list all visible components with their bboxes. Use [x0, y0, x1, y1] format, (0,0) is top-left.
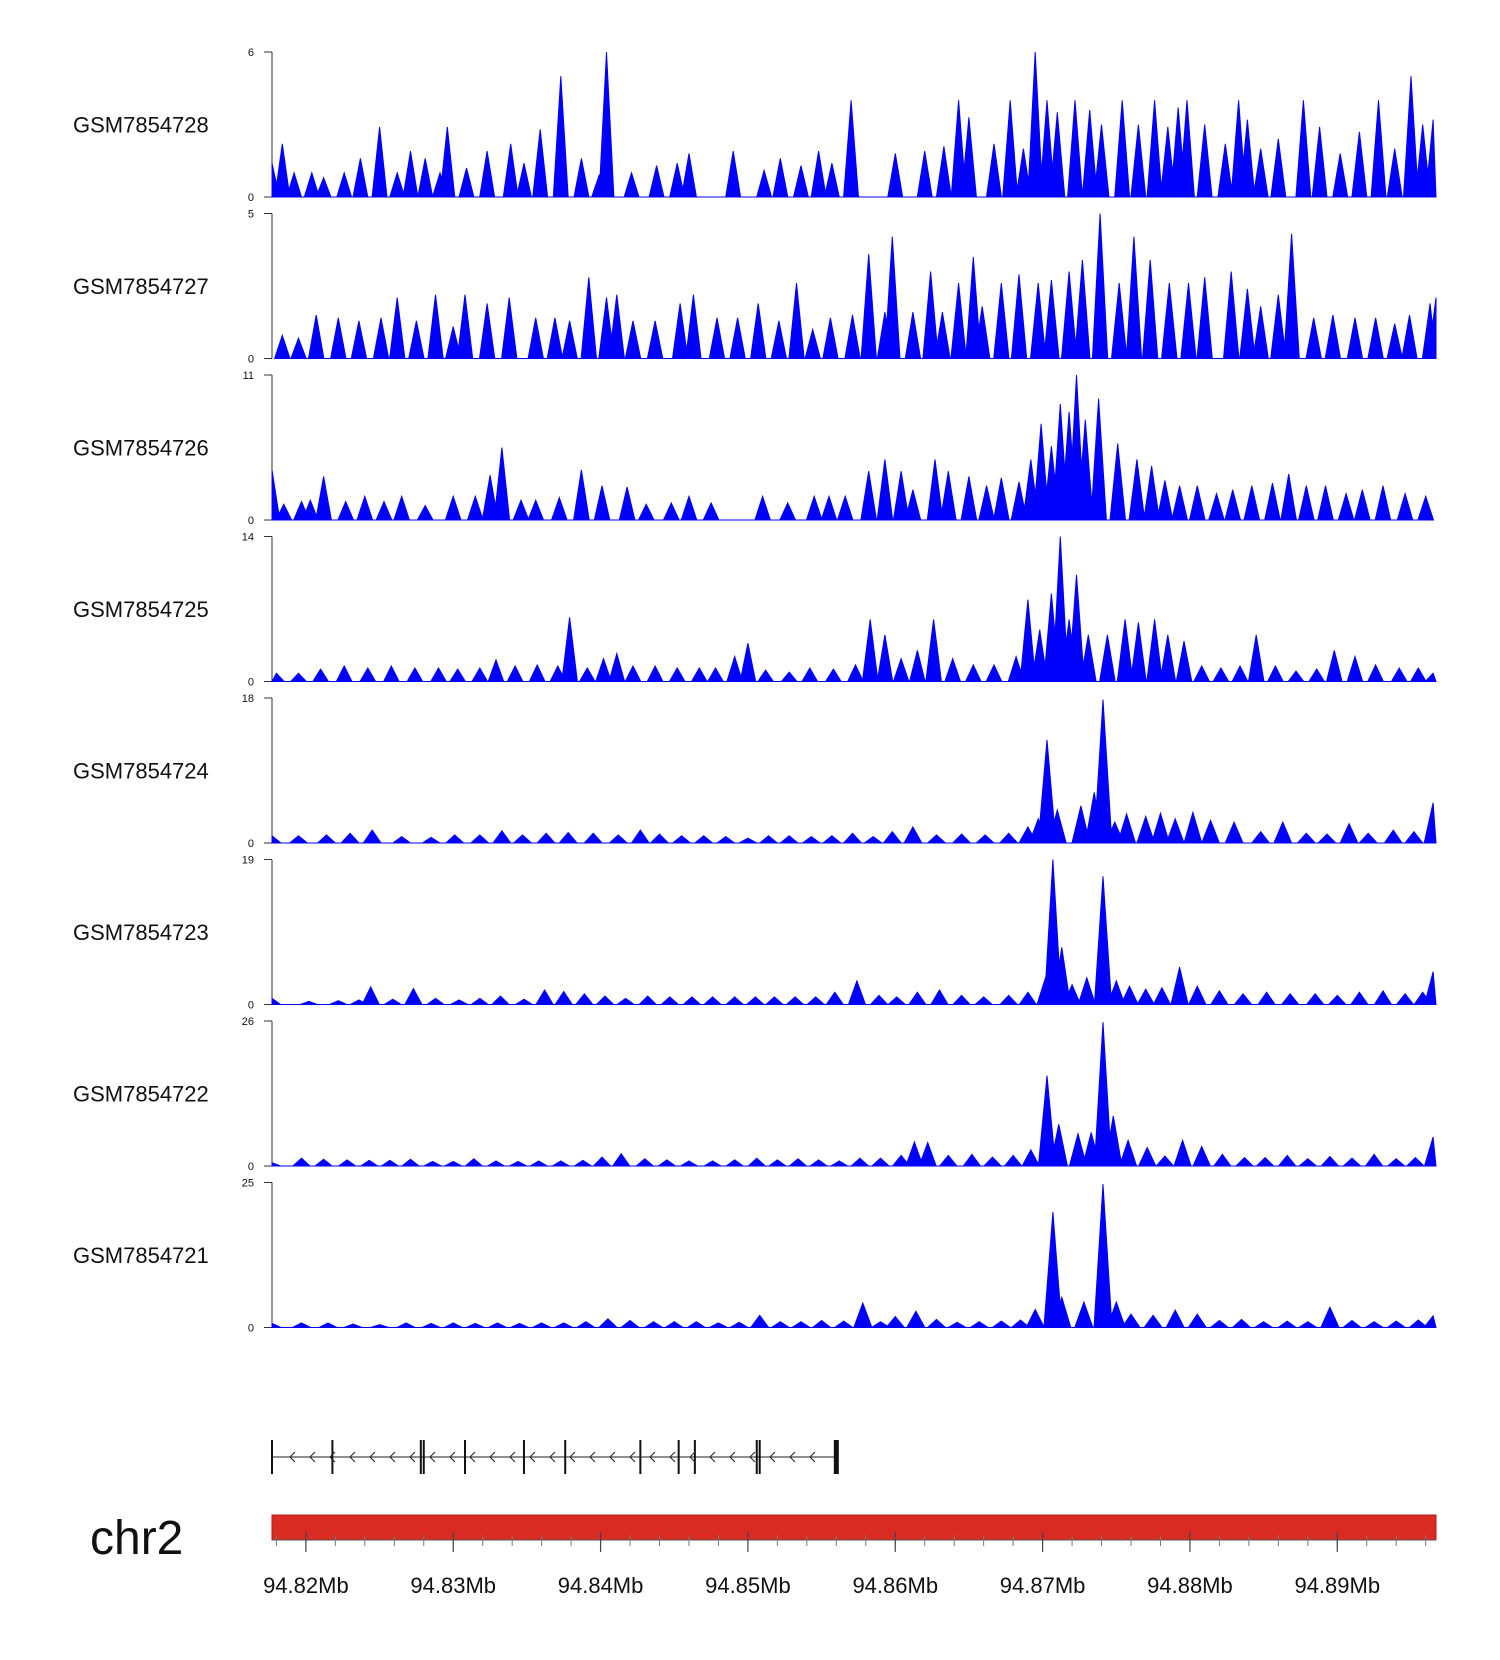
strand-arrow-icon	[769, 1451, 776, 1463]
x-tick-label: 94.82Mb	[263, 1573, 349, 1598]
gene-exon	[564, 1440, 567, 1474]
track-label: GSM7854726	[73, 436, 209, 461]
strand-arrow-icon	[629, 1451, 636, 1463]
y-tick-label-min: 0	[248, 1161, 254, 1173]
track-label: GSM7854721	[73, 1243, 209, 1268]
signal-area	[271, 1022, 1437, 1167]
x-tick-label: 94.83Mb	[410, 1573, 496, 1598]
y-tick-label-min: 0	[248, 192, 254, 204]
strand-arrow-icon	[749, 1451, 756, 1463]
strand-arrow-icon	[649, 1451, 656, 1463]
genomic-axis: 94.82Mb 94.83Mb 94.84Mb 94.85Mb 94.86Mb 94.87…	[263, 1532, 1436, 1598]
y-tick-label-max: 6	[248, 47, 254, 59]
signal-tracks: GSM785472860GSM785472750GSM7854726110GSM…	[73, 47, 1437, 1335]
strand-arrow-icon	[609, 1451, 616, 1463]
x-tick-label: 94.87Mb	[1000, 1573, 1086, 1598]
signal-area	[271, 859, 1437, 1005]
strand-arrow-icon	[569, 1451, 576, 1463]
signal-area	[273, 213, 1437, 359]
gene-model	[271, 1440, 839, 1474]
track-GSM7854726: GSM7854726 11 0	[73, 370, 1435, 527]
track-label: GSM7854725	[73, 597, 209, 622]
x-tick-label: 94.85Mb	[705, 1573, 791, 1598]
track-GSM7854722: GSM7854722 26 0	[73, 1016, 1437, 1173]
strand-arrow-icon	[349, 1451, 356, 1463]
strand-arrow-icon	[709, 1451, 716, 1463]
gene-exon	[522, 1440, 525, 1474]
track-GSM7854725: GSM7854725 14 0	[73, 532, 1437, 689]
strand-arrow-icon	[409, 1451, 416, 1463]
gene-exon	[419, 1440, 422, 1474]
x-tick-label: 94.89Mb	[1294, 1573, 1380, 1598]
track-GSM7854727: GSM7854727 5 0	[73, 209, 1437, 366]
strand-arrow-icon	[589, 1451, 596, 1463]
gene-exon	[639, 1440, 642, 1474]
strand-arrow-icon	[369, 1451, 376, 1463]
strand-arrow-icon	[489, 1451, 496, 1463]
strand-arrow-icon	[809, 1451, 816, 1463]
strand-arrow-icon	[309, 1451, 316, 1463]
track-label: GSM7854727	[73, 274, 209, 299]
chromosome-label: chr2	[90, 1512, 183, 1565]
track-label: GSM7854722	[73, 1082, 209, 1107]
y-tick-label-max: 14	[242, 532, 254, 544]
y-tick-label-min: 0	[248, 1000, 254, 1012]
gene-exon	[422, 1440, 425, 1474]
track-GSM7854724: GSM7854724 18 0	[73, 693, 1437, 850]
y-tick-label-max: 19	[242, 855, 254, 867]
gene-exon	[755, 1440, 758, 1474]
y-tick-label-max: 26	[242, 1016, 254, 1028]
track-label: GSM7854724	[73, 759, 209, 784]
y-tick-label-min: 0	[248, 677, 254, 689]
strand-arrow-icon	[329, 1451, 336, 1463]
signal-area	[271, 374, 1435, 521]
y-tick-label-max: 11	[243, 370, 254, 382]
track-GSM7854723: GSM7854723 19 0	[73, 855, 1437, 1012]
signal-area	[271, 699, 1437, 844]
strand-arrow-icon	[549, 1451, 556, 1463]
strand-arrow-icon	[689, 1451, 696, 1463]
x-tick-label: 94.88Mb	[1147, 1573, 1233, 1598]
signal-area	[271, 536, 1437, 682]
gene-exon	[693, 1440, 696, 1474]
y-tick-label-min: 0	[248, 1323, 254, 1335]
strand-arrow-icon	[289, 1451, 296, 1463]
y-tick-label-min: 0	[248, 838, 254, 850]
strand-arrow-icon	[509, 1451, 516, 1463]
track-GSM7854728: GSM7854728 6 0	[73, 47, 1437, 204]
gene-exon	[464, 1440, 467, 1474]
x-tick-label: 94.86Mb	[852, 1573, 938, 1598]
strand-arrow-icon	[449, 1451, 456, 1463]
gene-exon	[833, 1440, 839, 1474]
chromosome-ideogram: chr2	[90, 1512, 1437, 1565]
strand-arrow-icon	[469, 1451, 476, 1463]
chromosome-band	[271, 1514, 1437, 1541]
gene-exon	[758, 1440, 761, 1474]
y-tick-label-min: 0	[248, 354, 254, 366]
strand-arrow-icon	[429, 1451, 436, 1463]
signal-area	[271, 1184, 1437, 1328]
x-tick-label: 94.84Mb	[558, 1573, 644, 1598]
gene-exon	[271, 1440, 273, 1474]
strand-arrow-icon	[729, 1451, 736, 1463]
strand-arrow-icon	[669, 1451, 676, 1463]
y-tick-label-min: 0	[248, 515, 254, 527]
track-label: GSM7854723	[73, 920, 209, 945]
strand-arrow-icon	[789, 1451, 796, 1463]
strand-arrow-icon	[389, 1451, 396, 1463]
strand-arrow-icon	[529, 1451, 536, 1463]
gene-exon	[677, 1440, 680, 1474]
track-label: GSM7854728	[73, 113, 209, 138]
signal-area	[271, 51, 1437, 198]
y-tick-label-max: 5	[248, 209, 254, 221]
track-GSM7854721: GSM7854721 25 0	[73, 1178, 1437, 1335]
gene-exon	[331, 1440, 334, 1474]
y-tick-label-max: 25	[242, 1178, 254, 1190]
y-tick-label-max: 18	[242, 693, 254, 705]
